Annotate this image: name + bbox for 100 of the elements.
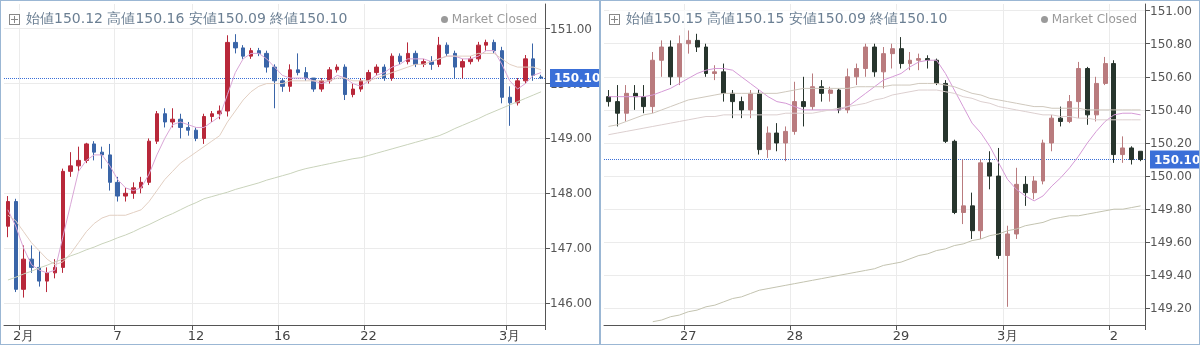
- candlestick: [343, 63, 347, 101]
- candlestick: [225, 34, 230, 117]
- candlestick: [730, 89, 735, 119]
- x-tick-label: 3月: [996, 328, 1019, 343]
- candlestick: [916, 53, 921, 71]
- candlestick: [1103, 56, 1108, 86]
- candlestick: [233, 33, 238, 54]
- candlestick: [641, 84, 646, 114]
- y-tick-label: 150.60: [1150, 69, 1192, 84]
- candlestick: [908, 51, 912, 71]
- candlestick: [351, 83, 355, 98]
- candlestick: [335, 63, 339, 74]
- y-tick-label: 147.00: [550, 241, 592, 256]
- candlestick: [606, 89, 611, 108]
- line-series: [7, 91, 542, 281]
- candlestick: [210, 110, 214, 123]
- candlestick: [810, 72, 815, 111]
- candlestick: [398, 52, 402, 65]
- candlestick: [801, 76, 806, 127]
- candlestick: [304, 66, 308, 82]
- y-tick-label: 151.00: [550, 21, 592, 36]
- y-tick-label: 149.20: [1150, 301, 1192, 316]
- y-tick-label: 149.80: [1150, 202, 1192, 217]
- ref-line-label: 150.10: [554, 71, 601, 86]
- candlestick: [624, 84, 629, 122]
- candlestick: [721, 63, 726, 103]
- candlestick: [163, 107, 167, 128]
- candlestick: [863, 43, 868, 78]
- candlestick: [659, 39, 664, 78]
- candlestick: [108, 143, 112, 192]
- ref-line-label: 150.10: [1154, 152, 1200, 167]
- candlestick: [1049, 114, 1054, 152]
- candlestick: [739, 96, 744, 119]
- candlestick: [257, 47, 261, 57]
- candlestick: [1041, 139, 1045, 185]
- candlestick: [1120, 135, 1125, 164]
- y-tick-label: 146.00: [550, 296, 592, 311]
- candlestick: [792, 81, 797, 136]
- candlestick: [987, 150, 992, 190]
- text: Market Closed: [451, 12, 537, 26]
- candlestick: [61, 168, 65, 274]
- candlestick: [872, 43, 877, 78]
- line-series: [652, 205, 1142, 323]
- candlestick: [178, 113, 183, 139]
- y-tick-label: 150.80: [1150, 36, 1192, 51]
- y-tick-label: 150.40: [1150, 102, 1192, 117]
- candlestick: [76, 146, 81, 172]
- candlestick: [766, 125, 771, 159]
- candlestick: [633, 84, 638, 111]
- candlestick: [186, 121, 190, 137]
- candlestick: [615, 84, 620, 127]
- candlestick: [943, 79, 948, 144]
- candlestick: [970, 192, 975, 240]
- candlestick: [14, 198, 18, 293]
- candlestick: [241, 44, 245, 60]
- candlestick: [147, 137, 151, 186]
- candlestick: [704, 43, 708, 78]
- candlestick: [695, 33, 700, 53]
- y-tick-label: 149.60: [1150, 235, 1192, 250]
- candlestick: [500, 46, 504, 104]
- candlestick: [68, 151, 73, 178]
- candlestick: [1094, 76, 1099, 122]
- candlestick: [677, 34, 682, 86]
- candlestick: [783, 125, 788, 162]
- candlestick: [202, 113, 206, 145]
- candlestick: [272, 63, 277, 109]
- y-tick-label: 149.00: [550, 131, 592, 146]
- candlestick: [757, 89, 762, 156]
- candlestick: [1032, 175, 1037, 200]
- candlestick: [194, 126, 198, 142]
- candlestick: [437, 36, 441, 68]
- candlestick: [978, 159, 983, 240]
- y-tick-label: 150.20: [1150, 135, 1192, 150]
- candlestick: [934, 58, 939, 86]
- candlestick: [429, 55, 434, 71]
- candlestick: [899, 36, 904, 70]
- candlestick: [1023, 175, 1028, 207]
- candlestick: [460, 58, 465, 80]
- candlestick: [961, 159, 966, 225]
- candlestick: [712, 64, 717, 81]
- candlestick: [1058, 106, 1063, 127]
- candlestick: [650, 51, 655, 114]
- candlestick: [484, 39, 488, 52]
- candlestick: [100, 146, 104, 170]
- candlestick: [925, 54, 930, 70]
- text: 始値150.12 高値150.16 安値150.09 終値150.10: [26, 10, 348, 28]
- candlestick: [296, 52, 300, 76]
- candlestick: [890, 43, 895, 70]
- candlestick: [445, 41, 449, 57]
- candlestick: [1005, 225, 1010, 308]
- candlestick: [1111, 59, 1116, 164]
- candlestick: [523, 54, 528, 85]
- candlestick: [1129, 145, 1134, 165]
- y-tick-label: 151.00: [1150, 3, 1192, 18]
- candlestick: [531, 43, 535, 82]
- candlestick: [1014, 167, 1019, 240]
- candlestick: [155, 110, 159, 145]
- candlestick: [845, 68, 850, 114]
- x-tick-label: 12: [187, 328, 205, 343]
- candlestick: [92, 140, 96, 161]
